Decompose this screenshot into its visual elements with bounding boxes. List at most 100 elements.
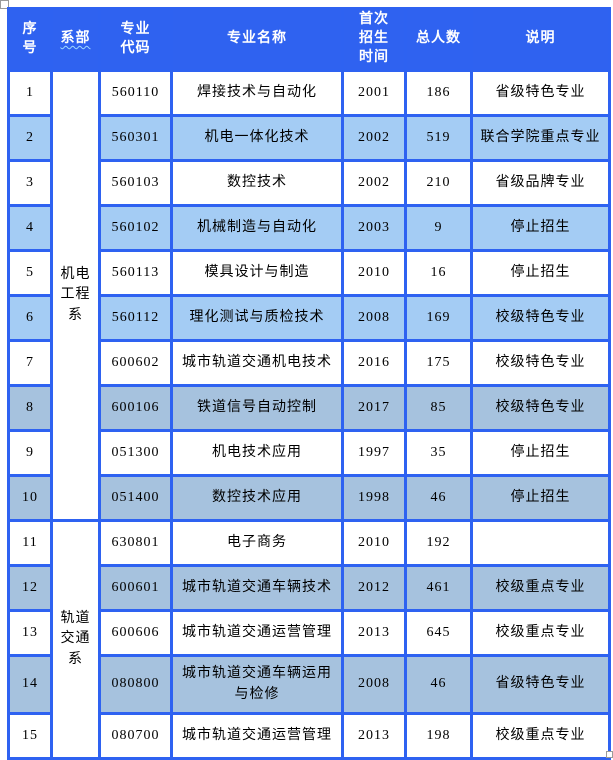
no-cell: 14 (7, 654, 53, 715)
no-cell: 2 (7, 114, 53, 162)
table-move-handle-icon[interactable] (0, 0, 9, 9)
year-cell: 2013 (341, 609, 407, 657)
column-header-name: 专业名称 (170, 7, 344, 72)
department-cell: 机电 工程 系 (50, 69, 101, 522)
name-cell: 焊接技术与自动化 (170, 69, 344, 117)
note-cell: 省级品牌专业 (470, 159, 611, 207)
name-cell: 城市轨道交通运营管理 (170, 712, 344, 760)
note-cell: 停止招生 (470, 474, 611, 522)
note-cell: 省级特色专业 (470, 69, 611, 117)
year-cell: 2010 (341, 249, 407, 297)
note-cell: 校级重点专业 (470, 712, 611, 760)
year-cell: 2001 (341, 69, 407, 117)
note-cell: 省级特色专业 (470, 654, 611, 715)
column-header-label: 系部 (60, 31, 91, 47)
note-cell: 校级重点专业 (470, 564, 611, 612)
no-cell: 12 (7, 564, 53, 612)
note-cell: 联合学院重点专业 (470, 114, 611, 162)
total-cell: 519 (404, 114, 473, 162)
code-cell: 051400 (98, 474, 173, 522)
header-row: 序 号 系部 专业 代码 专业名称 首次 招生 时间 总人数 说明 (7, 7, 611, 72)
note-cell: 停止招生 (470, 204, 611, 252)
year-cell: 2017 (341, 384, 407, 432)
column-header-code: 专业 代码 (98, 7, 173, 72)
year-cell: 2008 (341, 654, 407, 715)
no-cell: 10 (7, 474, 53, 522)
name-cell: 模具设计与制造 (170, 249, 344, 297)
column-header-no: 序 号 (7, 7, 53, 72)
code-cell: 560102 (98, 204, 173, 252)
table-row: 7 600602 城市轨道交通机电技术 2016 175 校级特色专业 (7, 339, 611, 387)
name-cell: 城市轨道交通车辆技术 (170, 564, 344, 612)
table-row: 15 080700 城市轨道交通运营管理 2013 198 校级重点专业 (7, 712, 611, 760)
year-cell: 2013 (341, 712, 407, 760)
code-cell: 560113 (98, 249, 173, 297)
code-cell: 600606 (98, 609, 173, 657)
no-cell: 1 (7, 69, 53, 117)
code-cell: 560301 (98, 114, 173, 162)
total-cell: 35 (404, 429, 473, 477)
no-cell: 11 (7, 519, 53, 567)
total-cell: 461 (404, 564, 473, 612)
total-cell: 46 (404, 474, 473, 522)
column-header-dept: 系部 (50, 7, 101, 72)
total-cell: 85 (404, 384, 473, 432)
note-cell: 停止招生 (470, 249, 611, 297)
code-cell: 600602 (98, 339, 173, 387)
note-cell: 校级重点专业 (470, 609, 611, 657)
column-header-label: 专业 代码 (120, 21, 151, 56)
column-header-label: 说明 (525, 31, 556, 47)
no-cell: 15 (7, 712, 53, 760)
year-cell: 2002 (341, 114, 407, 162)
total-cell: 645 (404, 609, 473, 657)
table-row: 14 080800 城市轨道交通车辆运用 与检修 2008 46 省级特色专业 (7, 654, 611, 715)
no-cell: 5 (7, 249, 53, 297)
year-cell: 2002 (341, 159, 407, 207)
table-row: 13 600606 城市轨道交通运营管理 2013 645 校级重点专业 (7, 609, 611, 657)
code-cell: 560103 (98, 159, 173, 207)
table-resize-handle-icon[interactable] (606, 751, 613, 758)
column-header-label: 序 号 (22, 21, 38, 56)
code-cell: 560112 (98, 294, 173, 342)
table-row: 6 560112 理化测试与质检技术 2008 169 校级特色专业 (7, 294, 611, 342)
column-header-note: 说明 (470, 7, 611, 72)
no-cell: 4 (7, 204, 53, 252)
code-cell: 630801 (98, 519, 173, 567)
majors-table: 序 号 系部 专业 代码 专业名称 首次 招生 时间 总人数 说明 1 机电 工程 系 5601… (7, 7, 611, 760)
code-cell: 600106 (98, 384, 173, 432)
name-cell: 城市轨道交通运营管理 (170, 609, 344, 657)
year-cell: 2010 (341, 519, 407, 567)
code-cell: 051300 (98, 429, 173, 477)
year-cell: 1998 (341, 474, 407, 522)
total-cell: 198 (404, 712, 473, 760)
table-row: 10 051400 数控技术应用 1998 46 停止招生 (7, 474, 611, 522)
table-row: 2 560301 机电一体化技术 2002 519 联合学院重点专业 (7, 114, 611, 162)
code-cell: 600601 (98, 564, 173, 612)
name-cell: 城市轨道交通车辆运用 与检修 (170, 654, 344, 715)
year-cell: 2016 (341, 339, 407, 387)
note-cell: 停止招生 (470, 429, 611, 477)
column-header-label: 专业名称 (227, 31, 287, 47)
column-header-year: 首次 招生 时间 (341, 7, 407, 72)
table-header: 序 号 系部 专业 代码 专业名称 首次 招生 时间 总人数 说明 (7, 7, 611, 72)
table-row: 12 600601 城市轨道交通车辆技术 2012 461 校级重点专业 (7, 564, 611, 612)
note-cell: 校级特色专业 (470, 384, 611, 432)
column-header-label: 总人数 (416, 31, 461, 47)
total-cell: 46 (404, 654, 473, 715)
no-cell: 9 (7, 429, 53, 477)
table-row: 5 560113 模具设计与制造 2010 16 停止招生 (7, 249, 611, 297)
total-cell: 175 (404, 339, 473, 387)
total-cell: 16 (404, 249, 473, 297)
code-cell: 560110 (98, 69, 173, 117)
name-cell: 城市轨道交通机电技术 (170, 339, 344, 387)
no-cell: 3 (7, 159, 53, 207)
no-cell: 6 (7, 294, 53, 342)
table-row: 3 560103 数控技术 2002 210 省级品牌专业 (7, 159, 611, 207)
note-cell: 校级特色专业 (470, 294, 611, 342)
column-header-label: 首次 招生 时间 (359, 12, 389, 65)
note-cell: 校级特色专业 (470, 339, 611, 387)
year-cell: 2008 (341, 294, 407, 342)
table-row: 1 机电 工程 系 560110 焊接技术与自动化 2001 186 省级特色专业 (7, 69, 611, 522)
table-row: 11 轨道 交通 系 630801 电子商务 2010 192 (7, 519, 611, 760)
